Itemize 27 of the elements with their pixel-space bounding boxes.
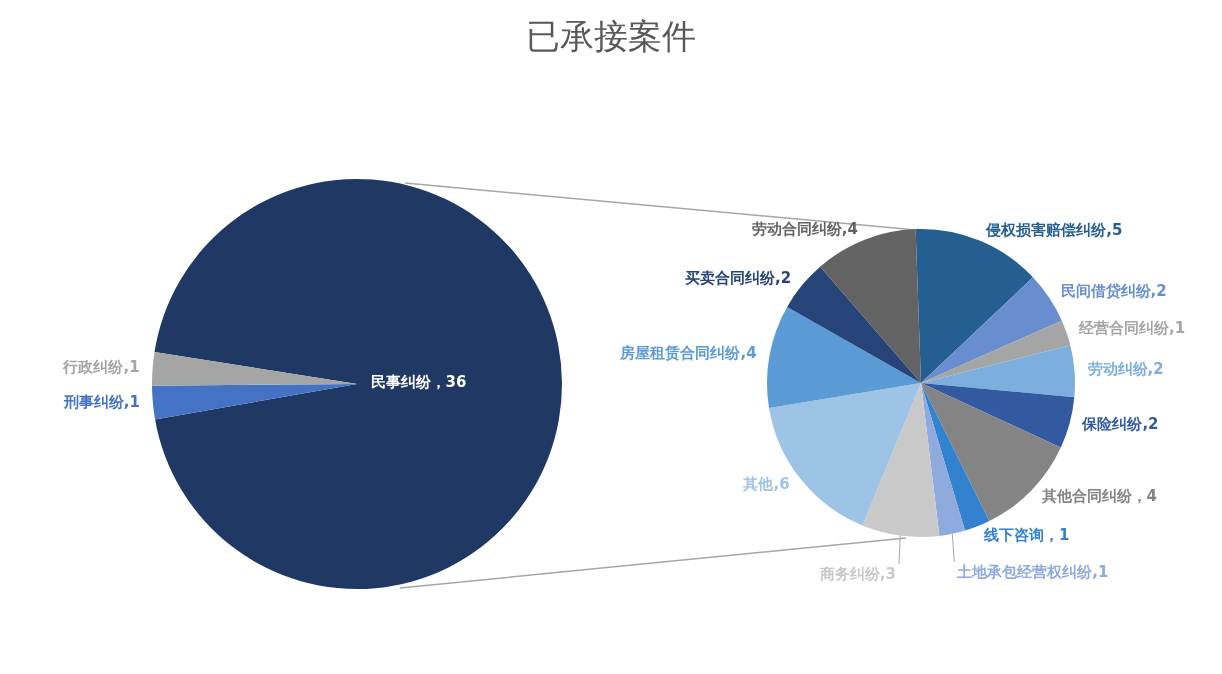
- slice-label: 刑事纠纷: [62, 393, 125, 412]
- data-label: ，36: [430, 373, 467, 392]
- data-label: ,1: [123, 393, 140, 412]
- data-label: ,2: [1147, 360, 1164, 379]
- data-label: ,1: [123, 357, 140, 376]
- slice-label: 民事纠纷: [370, 373, 432, 392]
- data-label: ,4: [740, 343, 757, 362]
- slice-label: 买卖合同纠纷: [685, 268, 777, 287]
- data-label: ,6: [773, 474, 790, 493]
- slice-label: 线下咨询: [983, 525, 1044, 544]
- slice-label: 经营合同纠纷: [1078, 319, 1171, 338]
- data-label: ,2: [1142, 415, 1159, 434]
- slice-label: 劳动纠纷: [1087, 360, 1149, 379]
- data-label: ,1: [1169, 319, 1186, 338]
- chart-title: 已承接案件: [525, 15, 697, 58]
- slice-label: 民间借贷纠纷: [1060, 282, 1152, 301]
- slice-label: 土地承包经营权纠纷: [956, 562, 1094, 581]
- data-label: ,2: [775, 268, 792, 287]
- slice-label: 劳动合同纠纷: [751, 220, 843, 239]
- slice-label: 其他合同纠纷: [1040, 487, 1133, 506]
- data-label: ，1: [1044, 525, 1070, 544]
- data-label: ,5: [1106, 221, 1123, 240]
- data-label: ,1: [1092, 562, 1109, 581]
- slice-label: 侵权损害赔偿纠纷: [985, 221, 1108, 240]
- data-label: ,4: [841, 220, 859, 239]
- data-label: ,2: [1150, 282, 1167, 301]
- data-label: ，4: [1131, 487, 1157, 506]
